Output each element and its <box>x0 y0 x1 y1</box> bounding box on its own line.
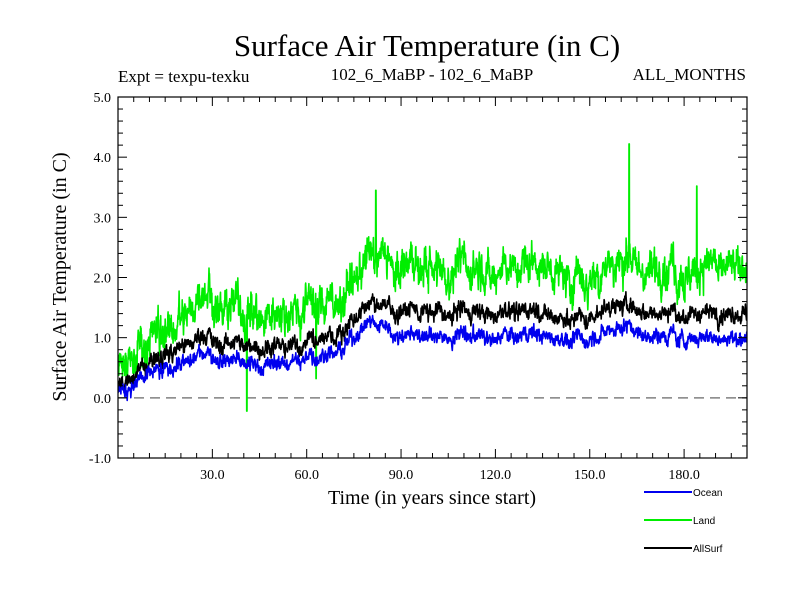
x-tick-label: 90.0 <box>389 468 414 483</box>
legend-label-land: Land <box>693 516 715 527</box>
series-line-ocean <box>118 314 747 402</box>
legend: Ocean Land AllSurf <box>644 488 723 555</box>
y-tick-label: 5.0 <box>94 91 112 106</box>
chart-title: Surface Air Temperature (in C) <box>234 28 620 63</box>
y-tick-label: 1.0 <box>94 332 112 347</box>
plot-area <box>117 96 748 459</box>
x-tick-label: 120.0 <box>480 468 512 483</box>
legend-label-allsurf: AllSurf <box>693 544 723 555</box>
y-tick-label: 4.0 <box>94 151 112 166</box>
y-tick-label: 3.0 <box>94 211 112 226</box>
x-tick-label: 60.0 <box>294 468 319 483</box>
comparison-label: 102_6_MaBP - 102_6_MaBP <box>331 65 533 84</box>
months-label: ALL_MONTHS <box>633 65 746 84</box>
x-tick-label: 180.0 <box>668 468 700 483</box>
y-tick-label: 0.0 <box>94 392 112 407</box>
y-axis: -1.0 0.0 1.0 2.0 3.0 4.0 5.0 <box>89 91 747 467</box>
experiment-label: Expt = texpu-texku <box>118 67 250 86</box>
x-axis: 30.0 60.0 90.0 120.0 150.0 180.0 <box>133 97 732 483</box>
x-tick-label: 30.0 <box>200 468 225 483</box>
x-tick-label: 150.0 <box>574 468 606 483</box>
legend-label-ocean: Ocean <box>693 488 722 499</box>
series-line-land <box>118 143 747 412</box>
y-axis-label: Surface Air Temperature (in C) <box>49 152 71 401</box>
y-tick-label: 2.0 <box>94 272 112 287</box>
y-tick-label: -1.0 <box>89 452 111 467</box>
x-axis-label: Time (in years since start) <box>328 487 536 509</box>
